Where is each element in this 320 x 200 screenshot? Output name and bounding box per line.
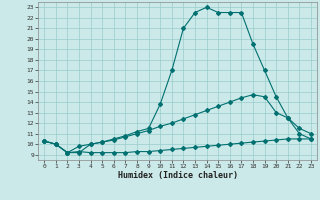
X-axis label: Humidex (Indice chaleur): Humidex (Indice chaleur) (118, 171, 238, 180)
